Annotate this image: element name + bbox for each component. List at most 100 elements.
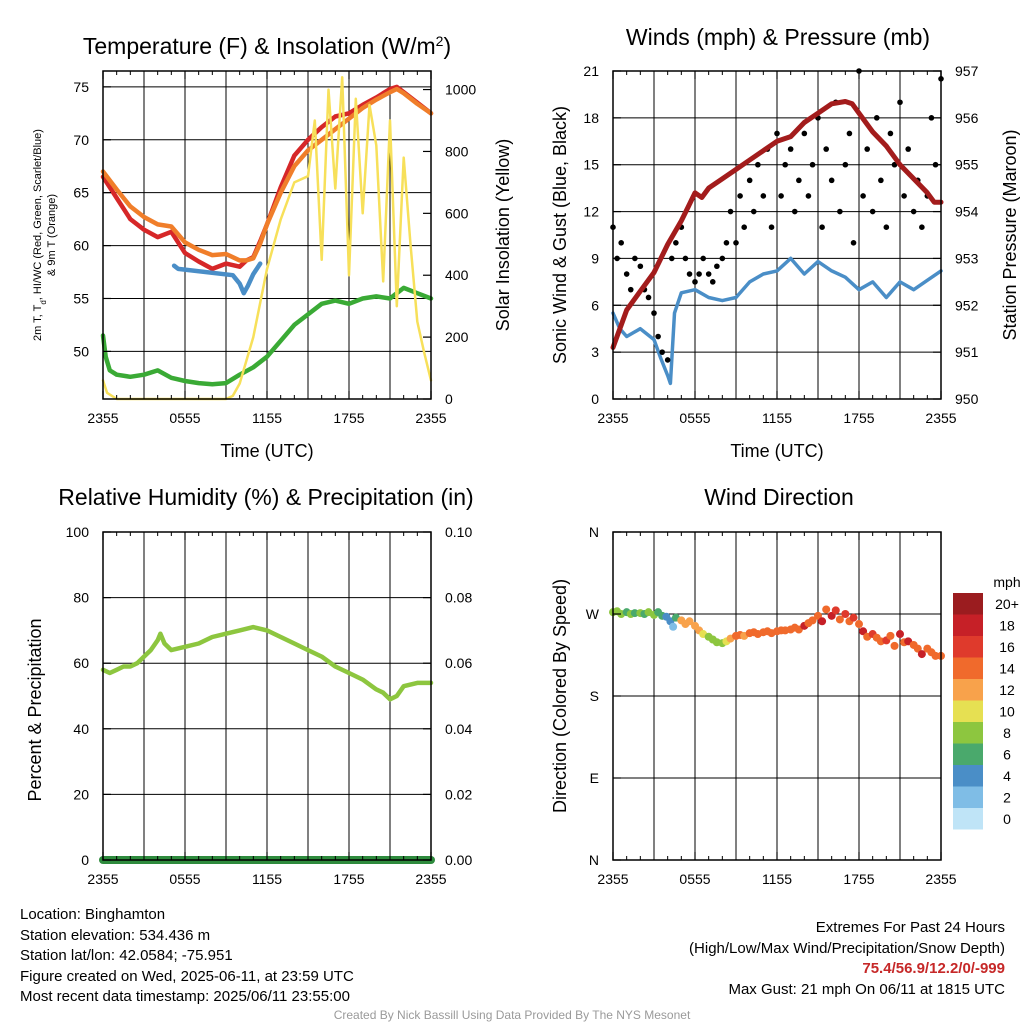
colorbar-swatch <box>953 786 983 808</box>
gust-point <box>878 177 884 184</box>
y-tick-label: 75 <box>73 79 89 95</box>
gust-point <box>860 193 866 199</box>
gust-point <box>791 208 798 215</box>
winds-axes: 2355 0555 1155 1755 2355 0 3 6 9 12 15 18 21 950 951 95… <box>583 63 978 426</box>
temp-axes: 2355 0555 1155 1755 2355 50 55 60 65 70 75 0 200 400 6… <box>73 71 476 426</box>
gust-point <box>919 224 925 230</box>
gust-point <box>659 349 665 355</box>
x-tick-label: 0555 <box>679 410 710 426</box>
winds-xlabel: Time (UTC) <box>730 441 823 461</box>
x-tick-label: 2355 <box>597 410 628 426</box>
colorbar-label: 10 <box>999 704 1015 720</box>
temp-ylabel-left-line2: & 9m T (Orange) <box>46 194 58 276</box>
x-tick-label: 1155 <box>762 871 792 887</box>
gust-point <box>664 357 671 363</box>
y-tick-label: 100 <box>66 524 90 540</box>
y-right-tick-label: 957 <box>955 63 979 79</box>
colorbar-swatch <box>953 722 983 744</box>
direction-point <box>808 616 817 625</box>
y-right-tick-label: 0.04 <box>445 721 472 737</box>
gust-point <box>696 271 702 277</box>
gust-point <box>837 208 843 215</box>
colorbar-label: 20+ <box>995 596 1019 612</box>
station-info: Location: Binghamton Station elevation: … <box>20 905 354 1008</box>
info-latlon: Station lat/lon: 42.0584; -75.951 <box>20 947 233 964</box>
colorbar-label: 16 <box>999 639 1015 655</box>
gust-point <box>709 279 716 285</box>
y-right-tick-label: 0 <box>445 391 453 407</box>
gust-point <box>873 115 880 121</box>
gust-point <box>627 286 634 293</box>
y-right-tick-label: 952 <box>955 297 979 313</box>
temp-series-line <box>100 86 434 263</box>
extremes-title: Extremes For Past 24 Hours <box>815 919 1005 936</box>
direction-point <box>931 651 940 660</box>
y-tick-label: 9 <box>591 250 599 266</box>
gust-point <box>805 193 812 199</box>
humidity-ylabel-left: Percent & Precipitation <box>25 618 45 801</box>
humidity-plot-area <box>99 532 435 864</box>
colorbar-label: 0 <box>1003 811 1011 827</box>
colorbar-title: mph <box>993 574 1020 590</box>
gust-point <box>727 208 734 215</box>
y-tick-label: 0 <box>81 852 89 868</box>
colorbar-label: 2 <box>1003 790 1011 806</box>
gust-point <box>928 115 935 121</box>
x-tick-label: 1755 <box>843 410 874 426</box>
credit-line: Created By Nick Bassill Using Data Provi… <box>333 1008 691 1022</box>
direction-point <box>859 627 868 636</box>
x-tick-label: 2355 <box>925 410 956 426</box>
gust-point <box>719 255 726 262</box>
x-tick-label: 1155 <box>252 410 282 426</box>
gust-point <box>750 208 757 215</box>
extremes-box: Extremes For Past 24 Hours (High/Low/Max… <box>689 918 1005 1000</box>
temp-xlabel: Time (UTC) <box>220 441 313 461</box>
winds-ylabel-right: Station Pressure (Maroon) <box>1000 129 1020 340</box>
gust-point <box>692 279 698 285</box>
winds-panel: Winds (mph) & Pressure (mb) 2355 0555 1155… <box>550 24 1020 461</box>
gust-point <box>686 271 693 277</box>
gust-point <box>846 130 853 137</box>
x-tick-label: 1755 <box>843 871 874 887</box>
info-location: Location: Binghamton <box>20 906 166 923</box>
extremes-gust: Max Gust: 21 mph On 06/11 at 1815 UTC <box>728 980 1005 998</box>
y-tick-label: 65 <box>73 185 89 201</box>
y-right-tick-label: 0.06 <box>445 655 472 671</box>
gust-point <box>819 224 825 230</box>
y-right-tick-label: 200 <box>445 329 469 345</box>
colorbar-swatch <box>953 679 983 701</box>
colorbar-label: 18 <box>999 618 1015 634</box>
temp-series-line <box>171 261 263 296</box>
y-tick-label: 55 <box>73 290 89 306</box>
temp-title: Temperature (F) & Insolation (W/m2) <box>83 33 451 59</box>
y-tick-label: 3 <box>591 344 599 360</box>
x-tick-label: 2355 <box>415 871 446 887</box>
x-tick-label: 1155 <box>252 871 282 887</box>
gust-point <box>714 263 720 270</box>
y-right-tick-label: 1000 <box>445 82 476 98</box>
temp-ylabel-left: 2m T, Td, HI/WC (Red, Green, Scarlet/Blu… <box>32 129 48 341</box>
x-tick-label: 2355 <box>597 871 628 887</box>
y-right-tick-label: 951 <box>955 344 979 360</box>
direction-point <box>630 609 639 618</box>
y-right-tick-label: 954 <box>955 204 979 220</box>
y-right-tick-label: 800 <box>445 143 469 159</box>
temperature-panel: Temperature (F) & Insolation (W/m2) 2355… <box>32 33 513 461</box>
gust-point <box>651 310 657 316</box>
x-tick-label: 1155 <box>762 410 792 426</box>
gust-point <box>850 240 857 246</box>
x-tick-label: 2355 <box>87 871 118 887</box>
direction-point <box>831 606 840 615</box>
gust-point <box>741 224 747 230</box>
gust-point <box>782 161 788 168</box>
y-tick-label: 80 <box>73 590 89 606</box>
x-tick-label: 0555 <box>169 871 200 887</box>
y-right-tick-label: 0.10 <box>445 524 472 540</box>
y-tick-label: 70 <box>73 132 89 148</box>
direction-point <box>913 644 922 653</box>
gust-point <box>864 146 870 152</box>
colorbar-label: 4 <box>1003 768 1011 784</box>
y-tick-label: 60 <box>73 238 89 254</box>
x-tick-label: 0555 <box>679 871 710 887</box>
info-created: Figure created on Wed, 2025-06-11, at 23… <box>20 967 354 985</box>
